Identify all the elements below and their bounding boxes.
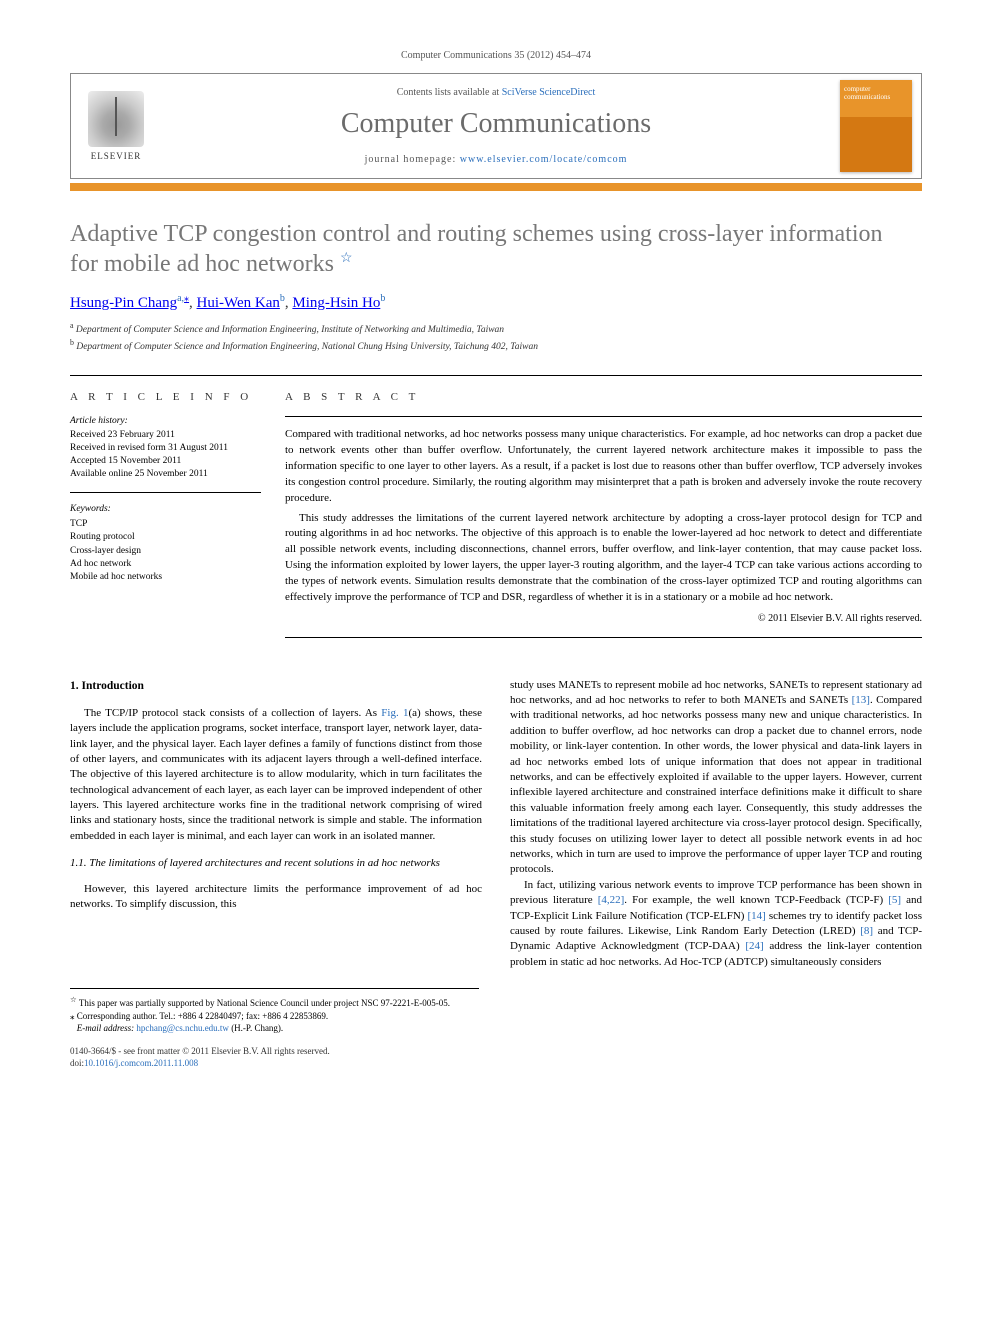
elsevier-tree-icon xyxy=(88,91,144,147)
publisher-label: ELSEVIER xyxy=(91,151,142,161)
ref-13-link[interactable]: [13] xyxy=(852,694,870,706)
abstract-bottom-rule xyxy=(285,637,922,638)
ref-5-link[interactable]: [5] xyxy=(888,894,901,906)
ref-14-link[interactable]: [14] xyxy=(748,910,766,922)
col2-p1: study uses MANETs to represent mobile ad… xyxy=(510,678,922,878)
footnote-funding-text: This paper was partially supported by Na… xyxy=(79,998,450,1008)
col2-p2: In fact, utilizing various network event… xyxy=(510,878,922,970)
intro-p1-a: The TCP/IP protocol stack consists of a … xyxy=(84,707,381,719)
issn-line: 0140-3664/$ - see front matter © 2011 El… xyxy=(70,1045,330,1058)
affiliations-block: a Department of Computer Science and Inf… xyxy=(70,320,922,355)
sciencedirect-link[interactable]: SciVerse ScienceDirect xyxy=(502,87,596,98)
contents-available-line: Contents lists available at SciVerse Sci… xyxy=(169,87,823,98)
article-info-heading: A R T I C L E I N F O xyxy=(70,390,261,405)
history-online: Available online 25 November 2011 xyxy=(70,468,261,481)
authors-line: Hsung-Pin Changa,⁎, Hui-Wen Kanb, Ming-H… xyxy=(70,293,922,312)
email-suffix: (H.-P. Chang). xyxy=(229,1023,283,1033)
body-column-right: study uses MANETs to represent mobile ad… xyxy=(510,678,922,970)
title-line-2: for mobile ad hoc networks xyxy=(70,251,334,277)
author-sep-1: , xyxy=(189,295,197,311)
ref-4-22-link[interactable]: [4,22] xyxy=(598,894,625,906)
orange-divider-bar xyxy=(70,183,922,191)
journal-header-box: ELSEVIER Contents lists available at Sci… xyxy=(70,73,922,179)
body-column-left: 1. Introduction The TCP/IP protocol stac… xyxy=(70,678,482,970)
author-2-link[interactable]: Hui-Wen Kan xyxy=(197,295,280,311)
title-footnote-mark: ☆ xyxy=(340,251,353,266)
publisher-logo-cell: ELSEVIER xyxy=(71,74,161,178)
homepage-link[interactable]: www.elsevier.com/locate/comcom xyxy=(460,154,628,165)
section-1-heading: 1. Introduction xyxy=(70,678,482,694)
footnote-star-mark: ☆ xyxy=(70,995,77,1004)
journal-cover-cell: computer communications xyxy=(831,74,921,178)
journal-cover-text: computer communications xyxy=(844,86,908,101)
intro-p1: The TCP/IP protocol stack consists of a … xyxy=(70,706,482,845)
keyword-2: Cross-layer design xyxy=(70,545,261,558)
homepage-prefix: journal homepage: xyxy=(365,154,460,165)
body-columns: 1. Introduction The TCP/IP protocol stac… xyxy=(70,678,922,970)
author-1-link[interactable]: Hsung-Pin Chang xyxy=(70,295,177,311)
intro-p2: However, this layered architecture limit… xyxy=(70,882,482,913)
fig1-link[interactable]: Fig. 1 xyxy=(381,707,408,719)
contents-prefix: Contents lists available at xyxy=(397,87,502,98)
journal-cover-icon: computer communications xyxy=(840,80,912,172)
author-1-aff: a, xyxy=(177,293,184,304)
footer-row: 0140-3664/$ - see front matter © 2011 El… xyxy=(70,1045,922,1070)
article-title: Adaptive TCP congestion control and rout… xyxy=(70,219,922,279)
abstract-heading: A B S T R A C T xyxy=(285,390,922,406)
keyword-4: Mobile ad hoc networks xyxy=(70,571,261,584)
title-line-1: Adaptive TCP congestion control and rout… xyxy=(70,221,883,247)
abstract-column: A B S T R A C T Compared with traditiona… xyxy=(285,390,922,648)
affiliation-b: b Department of Computer Science and Inf… xyxy=(70,337,922,354)
history-accepted: Accepted 15 November 2011 xyxy=(70,455,261,468)
author-3-link[interactable]: Ming-Hsin Ho xyxy=(292,295,380,311)
affiliation-a: a Department of Computer Science and Inf… xyxy=(70,320,922,337)
header-center: Contents lists available at SciVerse Sci… xyxy=(161,74,831,178)
journal-name: Computer Communications xyxy=(169,108,823,140)
info-abstract-row: A R T I C L E I N F O Article history: R… xyxy=(70,375,922,648)
col2-p1-b: . Compared with traditional networks, ad… xyxy=(510,694,922,875)
footnotes-block: ☆ This paper was partially supported by … xyxy=(70,988,479,1035)
author-3-aff: b xyxy=(380,293,385,304)
intro-p1-b: (a) shows, these layers include the appl… xyxy=(70,707,482,842)
keyword-3: Ad hoc network xyxy=(70,558,261,571)
citation-line: Computer Communications 35 (2012) 454–47… xyxy=(70,50,922,61)
footnote-corresponding: ⁎ Corresponding author. Tel.: +886 4 228… xyxy=(70,1010,479,1023)
history-revised: Received in revised form 31 August 2011 xyxy=(70,442,261,455)
abstract-p1: Compared with traditional networks, ad h… xyxy=(285,427,922,507)
article-info-column: A R T I C L E I N F O Article history: R… xyxy=(70,390,285,648)
footnote-funding: ☆ This paper was partially supported by … xyxy=(70,995,479,1010)
footnote-email: E-mail address: hpchang@cs.nchu.edu.tw (… xyxy=(70,1022,479,1035)
keywords-label: Keywords: xyxy=(70,503,261,516)
doi-link[interactable]: 10.1016/j.comcom.2011.11.008 xyxy=(84,1058,198,1068)
homepage-line: journal homepage: www.elsevier.com/locat… xyxy=(169,154,823,165)
history-received: Received 23 February 2011 xyxy=(70,429,261,442)
abstract-copyright: © 2011 Elsevier B.V. All rights reserved… xyxy=(285,612,922,627)
affiliation-b-text: Department of Computer Science and Infor… xyxy=(76,343,538,353)
subsection-1-1-heading: 1.1. The limitations of layered architec… xyxy=(70,856,482,871)
keyword-1: Routing protocol xyxy=(70,531,261,544)
ref-24-link[interactable]: [24] xyxy=(745,940,763,952)
footer-left: 0140-3664/$ - see front matter © 2011 El… xyxy=(70,1045,330,1070)
abstract-top-rule xyxy=(285,416,922,417)
doi-line: doi:10.1016/j.comcom.2011.11.008 xyxy=(70,1057,330,1070)
history-label: Article history: xyxy=(70,415,261,428)
keyword-0: TCP xyxy=(70,518,261,531)
col2-p2-b: . For example, the well known TCP-Feedba… xyxy=(624,894,888,906)
email-label: E-mail address: xyxy=(77,1023,137,1033)
abstract-p2: This study addresses the limitations of … xyxy=(285,511,922,607)
email-link[interactable]: hpchang@cs.nchu.edu.tw xyxy=(136,1023,229,1033)
doi-prefix: doi: xyxy=(70,1058,84,1068)
ref-8-link[interactable]: [8] xyxy=(860,925,873,937)
history-block: Article history: Received 23 February 20… xyxy=(70,415,261,492)
affiliation-a-text: Department of Computer Science and Infor… xyxy=(76,325,504,335)
